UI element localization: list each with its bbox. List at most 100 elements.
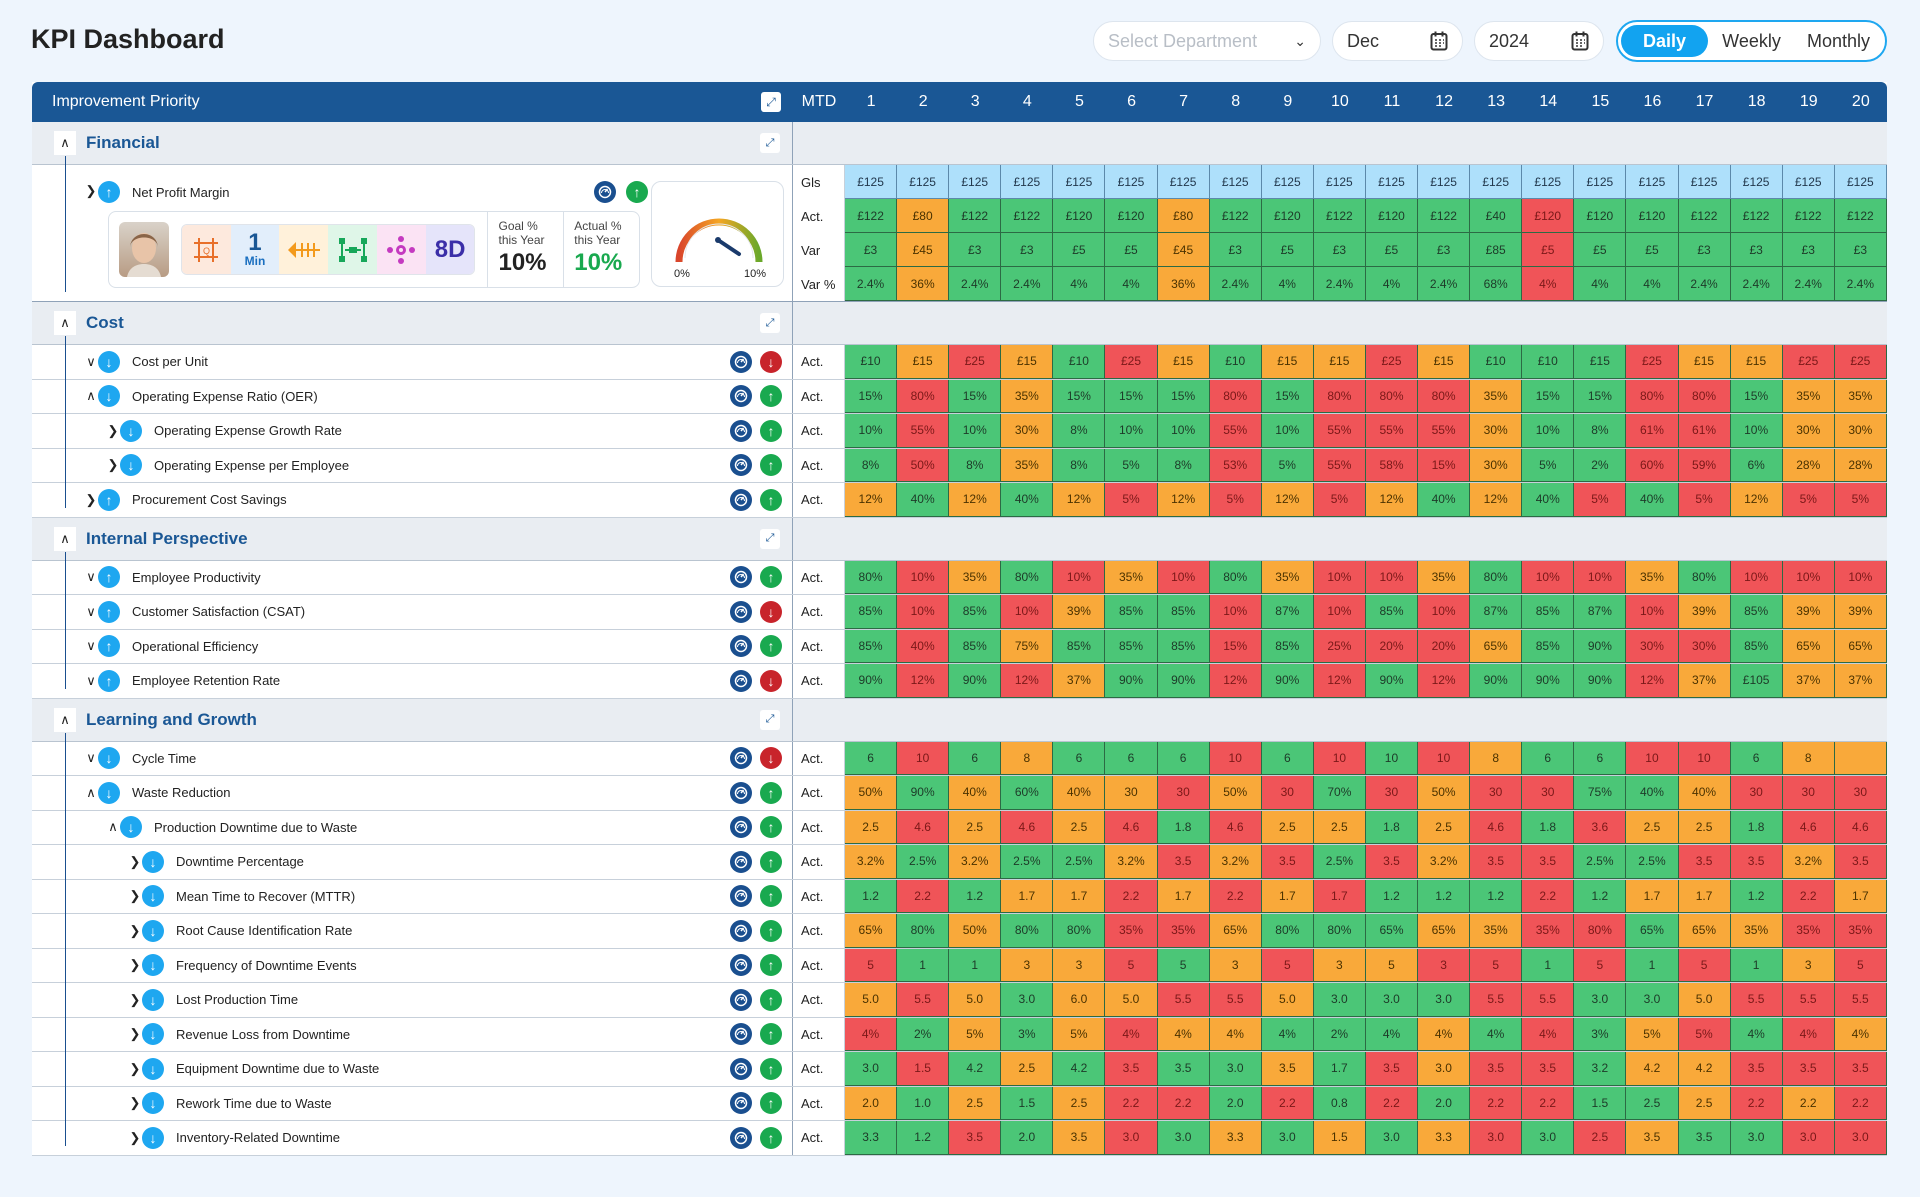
data-cell[interactable]: £15	[1574, 345, 1627, 379]
view-weekly-button[interactable]: Weekly	[1722, 31, 1781, 51]
data-cell[interactable]: £125	[1730, 165, 1783, 199]
data-cell[interactable]: 12%	[1470, 483, 1523, 517]
data-cell[interactable]: 80%	[897, 914, 950, 948]
gauge-icon[interactable]	[730, 747, 752, 770]
data-cell[interactable]: 10%	[1053, 560, 1106, 594]
data-cell[interactable]: 4%	[1782, 1017, 1835, 1051]
data-cell[interactable]: 3.5	[1730, 1052, 1783, 1086]
owner-avatar[interactable]	[119, 222, 169, 277]
data-cell[interactable]: 4.6	[1782, 810, 1835, 844]
data-cell[interactable]: 3.5	[1782, 1052, 1835, 1086]
gauge-icon[interactable]	[730, 1057, 752, 1080]
data-cell[interactable]: £15	[897, 345, 950, 379]
data-cell[interactable]: £122	[1834, 199, 1887, 233]
data-cell[interactable]: £125	[845, 165, 898, 199]
data-cell[interactable]: 10%	[1730, 414, 1783, 448]
data-cell[interactable]: 80%	[1209, 560, 1262, 594]
data-cell[interactable]: £3	[1678, 233, 1731, 267]
data-cell[interactable]: 2.5	[1678, 1086, 1731, 1120]
data-cell[interactable]: 65%	[1365, 914, 1419, 948]
data-cell[interactable]: 3.5	[1730, 845, 1783, 879]
data-cell[interactable]: 10%	[1834, 560, 1887, 594]
data-cell[interactable]: 2.5	[1626, 810, 1679, 844]
data-cell[interactable]: 1.2	[1470, 879, 1523, 913]
data-cell[interactable]: 4%	[1261, 1017, 1314, 1051]
workflow-gear-icon[interactable]	[376, 225, 426, 274]
chevron-right-icon[interactable]: ❯	[129, 853, 141, 869]
kpi-label[interactable]: Revenue Loss from Downtime	[176, 1026, 351, 1042]
data-cell[interactable]: 5.0	[845, 983, 898, 1017]
data-cell[interactable]: 12%	[1730, 483, 1783, 517]
data-cell[interactable]: 3.5	[949, 1121, 1002, 1155]
data-cell[interactable]: 10%	[1522, 414, 1575, 448]
data-cell[interactable]: 58%	[1365, 448, 1419, 482]
data-cell[interactable]: 12%	[897, 664, 950, 698]
data-cell[interactable]: 3.5	[1365, 845, 1419, 879]
kpi-label[interactable]: Cycle Time	[132, 750, 197, 766]
data-cell[interactable]: 2%	[897, 1017, 950, 1051]
data-cell[interactable]: 2.4%	[1730, 267, 1783, 301]
data-cell[interactable]: 85%	[1157, 595, 1210, 629]
data-cell[interactable]: 85%	[1105, 629, 1158, 663]
data-cell[interactable]: 2.2	[1522, 879, 1575, 913]
data-cell[interactable]: 3.2%	[1782, 845, 1835, 879]
data-cell[interactable]: 3.0	[1782, 1121, 1835, 1155]
chevron-right-icon[interactable]: ❯	[129, 957, 141, 973]
data-cell[interactable]: 4.6	[1209, 810, 1262, 844]
data-cell[interactable]: 10%	[1522, 560, 1575, 594]
data-cell[interactable]: 10%	[1209, 595, 1262, 629]
data-cell[interactable]: 90%	[1574, 629, 1627, 663]
data-cell[interactable]: 2.5	[1574, 1121, 1627, 1155]
data-cell[interactable]: 50%	[949, 914, 1002, 948]
gauge-icon[interactable]	[730, 1092, 752, 1115]
kpi-label[interactable]: Equipment Downtime due to Waste	[176, 1061, 380, 1077]
data-cell[interactable]: 2.2	[1261, 1086, 1314, 1120]
data-cell[interactable]: £122	[1782, 199, 1835, 233]
data-cell[interactable]: 6	[1053, 741, 1106, 775]
data-cell[interactable]: 2.0	[845, 1086, 898, 1120]
year-picker[interactable]: 2024	[1474, 21, 1604, 61]
data-cell[interactable]: £125	[949, 165, 1002, 199]
kpi-label[interactable]: Net Profit Margin	[132, 185, 230, 200]
data-cell[interactable]: 20%	[1365, 629, 1419, 663]
collapse-icon[interactable]: ⤢	[760, 528, 780, 549]
data-cell[interactable]: £5	[1626, 233, 1679, 267]
data-cell[interactable]: 10%	[1313, 560, 1366, 594]
data-cell[interactable]: 4.2	[1678, 1052, 1731, 1086]
data-cell[interactable]: 3.0	[1834, 1121, 1887, 1155]
data-cell[interactable]: 2.5	[1001, 1052, 1054, 1086]
data-cell[interactable]: 12%	[1365, 483, 1419, 517]
data-cell[interactable]: 80%	[1313, 379, 1366, 413]
data-cell[interactable]: 10%	[1574, 560, 1627, 594]
data-cell[interactable]: £15	[1730, 345, 1783, 379]
data-cell[interactable]: 3.5	[1522, 845, 1575, 879]
data-cell[interactable]: 3.5	[1365, 1052, 1419, 1086]
data-cell[interactable]: 55%	[1418, 414, 1471, 448]
data-cell[interactable]: 15%	[1522, 379, 1575, 413]
data-cell[interactable]: £122	[1418, 199, 1471, 233]
chevron-right-icon[interactable]: ❯	[129, 991, 141, 1007]
data-cell[interactable]: £122	[1001, 199, 1054, 233]
data-cell[interactable]: 55%	[1365, 414, 1419, 448]
data-cell[interactable]: 1.0	[897, 1086, 950, 1120]
chevron-right-icon[interactable]: ❯	[107, 422, 119, 438]
data-cell[interactable]: £125	[897, 165, 950, 199]
data-cell[interactable]: 1	[1626, 948, 1679, 982]
data-cell[interactable]: 3.0	[1001, 983, 1054, 1017]
data-cell[interactable]: 5%	[1522, 448, 1575, 482]
data-cell[interactable]: £5	[1261, 233, 1314, 267]
data-cell[interactable]: 80%	[1470, 560, 1523, 594]
data-cell[interactable]: 87%	[1470, 595, 1523, 629]
data-cell[interactable]: 70%	[1313, 776, 1366, 810]
chevron-right-icon[interactable]: ❯	[107, 457, 119, 473]
data-cell[interactable]: 15%	[1209, 629, 1262, 663]
data-cell[interactable]: 90%	[1261, 664, 1314, 698]
data-cell[interactable]: 4.6	[1001, 810, 1054, 844]
data-cell[interactable]: 80%	[1053, 914, 1106, 948]
data-cell[interactable]: 30	[1522, 776, 1575, 810]
data-cell[interactable]: £120	[1626, 199, 1679, 233]
data-cell[interactable]: £15	[1001, 345, 1054, 379]
data-cell[interactable]: 75%	[1574, 776, 1627, 810]
data-cell[interactable]: £120	[1365, 199, 1419, 233]
data-cell[interactable]: 85%	[1157, 629, 1210, 663]
